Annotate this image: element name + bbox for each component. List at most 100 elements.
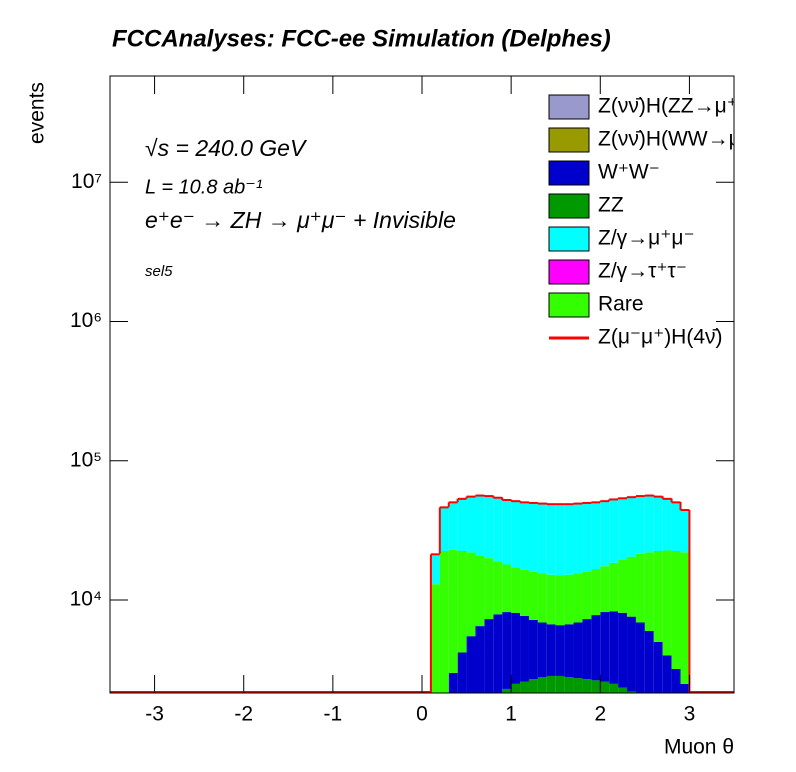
bar-segment bbox=[546, 624, 556, 676]
bar-segment bbox=[582, 679, 592, 693]
bar-segment bbox=[511, 567, 521, 613]
bar-segment bbox=[475, 555, 485, 627]
bar-segment bbox=[537, 503, 547, 574]
bar-segment bbox=[537, 573, 547, 623]
bar-segment bbox=[502, 688, 512, 693]
legend-swatch bbox=[548, 160, 590, 186]
bar-segment bbox=[520, 502, 529, 570]
bar-segment bbox=[448, 672, 458, 693]
bar-segment bbox=[609, 562, 619, 612]
bar-segment bbox=[662, 550, 672, 656]
legend-swatch bbox=[548, 127, 590, 153]
bar-segment bbox=[662, 499, 672, 551]
bar-segment bbox=[520, 615, 529, 682]
annotation: √s = 240.0 GeV bbox=[145, 135, 308, 161]
legend-swatch bbox=[548, 94, 590, 120]
bar-segment bbox=[582, 571, 592, 620]
bar-segment bbox=[528, 619, 538, 680]
bar-segment bbox=[600, 681, 610, 693]
bar-segment bbox=[430, 584, 440, 693]
bar-segment bbox=[600, 501, 610, 567]
bar-segment bbox=[564, 624, 574, 678]
plot-area bbox=[110, 494, 734, 693]
legend-swatch bbox=[548, 292, 590, 318]
bar-segment bbox=[502, 500, 512, 565]
y-tick-label: 10⁵ bbox=[70, 448, 102, 471]
legend-label: ZZ bbox=[598, 194, 624, 217]
bar-segment bbox=[618, 612, 628, 688]
bar-segment bbox=[618, 559, 628, 613]
bar-segment bbox=[591, 502, 601, 570]
bar-segment bbox=[609, 611, 619, 684]
bar-segment bbox=[555, 575, 565, 626]
legend-label: Z/γ→τ⁺τ⁻ bbox=[598, 260, 687, 283]
bar-segment bbox=[627, 556, 636, 617]
bar-segment bbox=[653, 551, 663, 642]
bar-segment bbox=[511, 612, 521, 684]
bar-segment bbox=[609, 683, 619, 693]
x-tick-label: -1 bbox=[324, 703, 343, 726]
bar-segment bbox=[475, 626, 485, 693]
y-tick-label: 10⁷ bbox=[71, 170, 102, 193]
bar-segment bbox=[537, 622, 547, 678]
bar-segment bbox=[671, 502, 681, 552]
bar-segment bbox=[475, 495, 485, 556]
bar-segment bbox=[537, 677, 547, 693]
bar-segment bbox=[680, 552, 690, 684]
bar-segment bbox=[448, 549, 458, 673]
bar-segment bbox=[564, 504, 574, 575]
bar-segment bbox=[627, 497, 636, 557]
bar-segment bbox=[564, 677, 574, 693]
legend-label: Z/γ→μ⁺μ⁻ bbox=[598, 227, 695, 250]
x-tick-label: 0 bbox=[416, 703, 428, 726]
bar-segment bbox=[573, 503, 583, 574]
annotation: sel5 bbox=[145, 263, 173, 280]
bar-segment bbox=[618, 498, 628, 560]
bar-segment bbox=[546, 504, 556, 575]
legend-label: Rare bbox=[598, 293, 644, 316]
x-tick-label: -3 bbox=[145, 703, 164, 726]
x-axis-label: Muon θ bbox=[664, 736, 734, 759]
legend-label: W⁺W⁻ bbox=[598, 161, 660, 184]
y-tick-label: 10⁴ bbox=[70, 588, 102, 611]
bar-segment bbox=[528, 571, 538, 620]
bar-segment bbox=[520, 681, 529, 693]
y-axis-label: events bbox=[26, 82, 49, 144]
bar-segment bbox=[671, 551, 681, 669]
x-tick-label: 1 bbox=[505, 703, 517, 726]
bar-segment bbox=[439, 507, 449, 552]
bar-segment bbox=[546, 675, 556, 693]
bar-segment bbox=[484, 558, 494, 620]
bar-segment bbox=[600, 612, 610, 682]
bar-segment bbox=[493, 498, 503, 562]
bar-segment bbox=[439, 551, 449, 693]
bar-segment bbox=[582, 619, 592, 680]
x-tick-label: 2 bbox=[594, 703, 606, 726]
bar-segment bbox=[662, 655, 672, 693]
bar-segment bbox=[457, 551, 467, 653]
bar-segment bbox=[591, 680, 601, 693]
bar-segment bbox=[466, 496, 476, 553]
bar-segment bbox=[582, 503, 592, 572]
bar-segment bbox=[653, 496, 663, 552]
bar-segment bbox=[573, 678, 583, 693]
bar-segment bbox=[448, 502, 458, 550]
legend-swatch bbox=[548, 193, 590, 219]
bar-segment bbox=[555, 625, 565, 676]
legend-swatch bbox=[548, 226, 590, 252]
bar-segment bbox=[680, 683, 690, 693]
bar-segment bbox=[555, 675, 565, 693]
bar-segment bbox=[680, 510, 690, 553]
bar-segment bbox=[466, 636, 476, 693]
y-tick-label: 10⁶ bbox=[70, 309, 102, 332]
bar-segment bbox=[573, 622, 583, 679]
bar-segment bbox=[555, 504, 565, 576]
bar-segment bbox=[671, 668, 681, 693]
bar-segment bbox=[511, 501, 521, 568]
bar-segment bbox=[457, 499, 467, 552]
x-tick-label: 3 bbox=[684, 703, 696, 726]
bar-segment bbox=[635, 553, 645, 623]
bar-segment bbox=[600, 566, 610, 613]
bar-segment bbox=[502, 564, 512, 613]
legend: Z(νν̄)H(ZZ→μ⁺μ⁻ν Z(νν̄)H(WW→μ⁺νμ W⁺W⁻ ZZ Z/γ… bbox=[548, 94, 734, 349]
